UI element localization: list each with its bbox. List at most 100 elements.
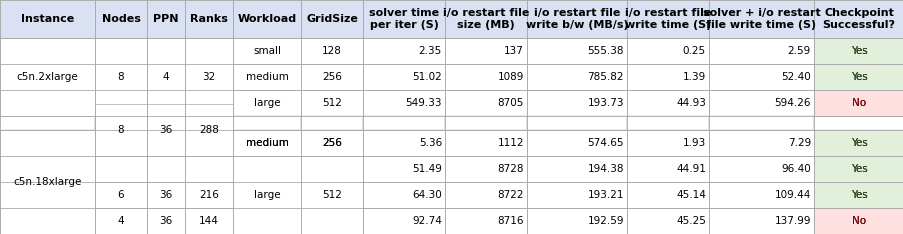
Bar (95, 116, 147, 130)
Text: 44.93: 44.93 (675, 98, 705, 108)
Text: 109.44: 109.44 (774, 190, 810, 200)
Bar (363, 116, 444, 130)
Text: 44.91: 44.91 (675, 164, 705, 174)
Bar (301, 116, 363, 130)
Bar (301, 38, 363, 64)
Text: 256: 256 (321, 138, 341, 148)
Bar (813, 182, 903, 208)
Bar (185, 90, 233, 116)
Text: 549.33: 549.33 (405, 98, 442, 108)
Bar (185, 116, 233, 130)
Bar (147, 38, 185, 116)
Text: 2.35: 2.35 (418, 46, 442, 56)
Text: medium: medium (246, 138, 288, 148)
Bar (526, 182, 627, 208)
Text: 32: 32 (202, 72, 216, 82)
Text: Yes: Yes (850, 164, 866, 174)
Text: solver time
per iter (S): solver time per iter (S) (368, 8, 439, 30)
Bar (708, 182, 813, 208)
Bar (708, 38, 813, 64)
Text: 8: 8 (117, 125, 125, 135)
Bar (0, 38, 95, 64)
Text: Yes: Yes (850, 138, 866, 148)
Text: 4: 4 (163, 72, 169, 82)
Text: i/o restart file
write time (S): i/o restart file write time (S) (624, 8, 711, 30)
Bar (95, 182, 147, 208)
Bar (147, 130, 185, 156)
Text: i/o restart file
size (MB): i/o restart file size (MB) (442, 8, 528, 30)
Bar (0, 156, 95, 182)
Text: 1112: 1112 (497, 138, 524, 148)
Bar (95, 156, 147, 182)
Bar (233, 182, 301, 208)
Bar (627, 90, 708, 116)
Bar (444, 38, 526, 64)
Bar (185, 208, 233, 234)
Bar (301, 0, 363, 38)
Bar (627, 64, 708, 90)
Text: small: small (253, 46, 281, 56)
Text: 1.93: 1.93 (682, 138, 705, 148)
Bar (233, 0, 301, 38)
Text: Yes: Yes (850, 72, 866, 82)
Bar (185, 38, 233, 64)
Bar (708, 116, 813, 130)
Bar (526, 38, 627, 64)
Text: 8705: 8705 (497, 98, 524, 108)
Bar (363, 90, 444, 116)
Bar (185, 116, 233, 130)
Bar (147, 208, 185, 234)
Text: 256: 256 (321, 72, 341, 82)
Text: Yes: Yes (850, 164, 866, 174)
Bar (526, 0, 627, 38)
Text: 512: 512 (321, 98, 341, 108)
Text: Nodes: Nodes (101, 14, 140, 24)
Bar (301, 156, 363, 182)
Text: GridSize: GridSize (306, 14, 358, 24)
Text: 51.49: 51.49 (412, 164, 442, 174)
Text: 36: 36 (159, 216, 172, 226)
Bar (627, 116, 708, 130)
Bar (233, 208, 301, 234)
Text: 92.74: 92.74 (412, 216, 442, 226)
Text: Checkpoint
Successful?: Checkpoint Successful? (822, 8, 895, 30)
Bar (185, 156, 233, 182)
Bar (233, 116, 301, 130)
Bar (627, 208, 708, 234)
Bar (301, 130, 363, 156)
Bar (526, 156, 627, 182)
Text: 64.30: 64.30 (412, 190, 442, 200)
Bar (708, 130, 813, 156)
Bar (708, 208, 813, 234)
Bar (813, 0, 903, 38)
Bar (0, 64, 95, 90)
Text: 8722: 8722 (497, 190, 524, 200)
Bar (147, 116, 185, 130)
Bar (301, 208, 363, 234)
Bar (813, 90, 903, 116)
Text: 5.36: 5.36 (418, 138, 442, 148)
Bar (0, 116, 95, 130)
Text: solver + i/o restart
file write time (S): solver + i/o restart file write time (S) (702, 8, 819, 30)
Text: 36: 36 (159, 125, 172, 135)
Bar (233, 38, 301, 64)
Bar (233, 90, 301, 116)
Text: Yes: Yes (850, 46, 866, 56)
Bar (0, 208, 95, 234)
Text: Workload: Workload (237, 14, 296, 24)
Bar (233, 116, 301, 130)
Bar (526, 116, 627, 130)
Bar (813, 90, 903, 116)
Bar (813, 116, 903, 130)
Text: No: No (851, 98, 865, 108)
Bar (95, 104, 147, 156)
Bar (0, 0, 95, 38)
Text: 36: 36 (159, 190, 172, 200)
Bar (301, 156, 363, 234)
Text: c5n.2xlarge: c5n.2xlarge (16, 72, 79, 82)
Text: 51.02: 51.02 (412, 72, 442, 82)
Bar (444, 64, 526, 90)
Bar (444, 0, 526, 38)
Bar (301, 182, 363, 208)
Text: PPN: PPN (154, 14, 179, 24)
